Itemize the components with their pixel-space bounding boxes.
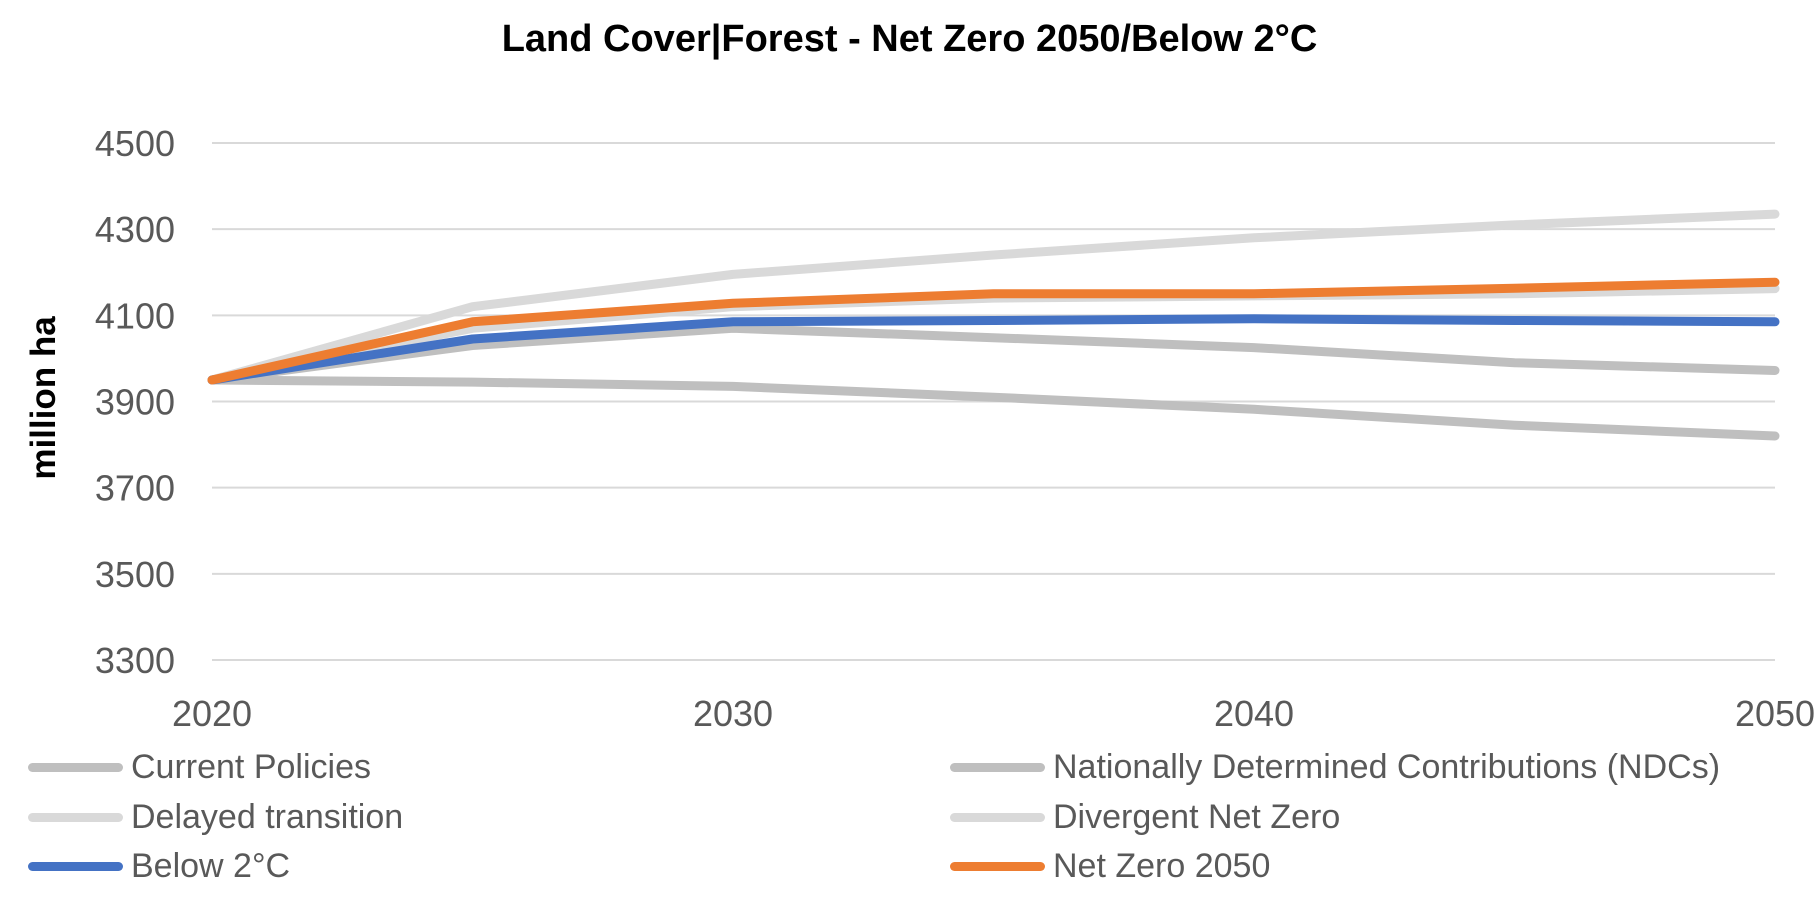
y-tick-label: 4100 bbox=[95, 295, 175, 336]
y-axis-label: million ha bbox=[24, 316, 63, 480]
y-tick-label: 4300 bbox=[95, 209, 175, 250]
y-tick-label: 3700 bbox=[95, 468, 175, 509]
series-line-below-2-c bbox=[207, 314, 1780, 385]
y-tick-labels: 3300 3500 3700 3900 4100 4300 4500 bbox=[95, 123, 175, 681]
series-line-nationally-determined-contributions-ndcs bbox=[207, 323, 1780, 385]
x-tick-label: 2030 bbox=[693, 693, 773, 734]
series-line-current-policies bbox=[207, 375, 1780, 441]
series-lines bbox=[207, 209, 1780, 441]
series-line-delayed-transition bbox=[207, 209, 1780, 385]
y-tick-label: 4500 bbox=[95, 123, 175, 164]
x-tick-labels: 2020 2030 2040 2050 bbox=[172, 693, 1815, 734]
x-tick-label: 2020 bbox=[172, 693, 252, 734]
series-line-net-zero-2050 bbox=[207, 277, 1780, 385]
x-tick-label: 2040 bbox=[1214, 693, 1294, 734]
chart-title: Land Cover|Forest - Net Zero 2050/Below … bbox=[501, 18, 1318, 60]
x-tick-label: 2050 bbox=[1735, 693, 1815, 734]
y-tick-label: 3300 bbox=[95, 640, 175, 681]
gridlines bbox=[212, 142, 1775, 661]
y-tick-label: 3500 bbox=[95, 554, 175, 595]
y-tick-label: 3900 bbox=[95, 382, 175, 423]
